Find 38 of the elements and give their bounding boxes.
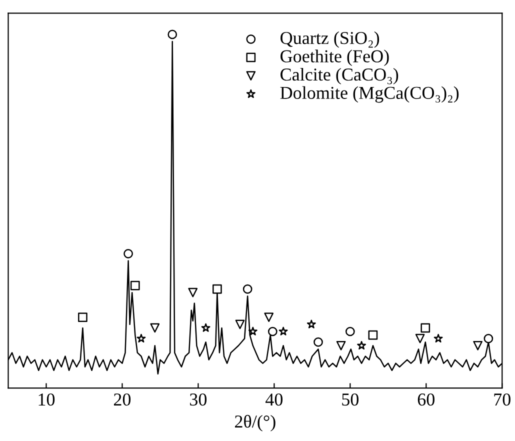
point — [357, 340, 366, 350]
point — [434, 334, 443, 342]
x-tick-label: 30 — [190, 393, 207, 406]
x-tick-label: 40 — [266, 393, 283, 406]
x-tick-label: 10 — [38, 393, 55, 406]
legend-label: Calcite (CaCO₃) — [280, 68, 398, 84]
point — [306, 320, 316, 328]
point — [124, 249, 133, 258]
x-tick-label: 60 — [418, 393, 434, 406]
point — [336, 340, 346, 350]
point — [78, 312, 88, 322]
point — [345, 326, 355, 336]
point — [268, 326, 278, 336]
point — [278, 326, 288, 336]
point — [130, 280, 140, 290]
legend-label: Dolomite (MgCa(CO₃)₂) — [280, 86, 459, 103]
point — [415, 334, 425, 344]
x-tick-label: 50 — [342, 393, 358, 406]
x-axis-title: 2θ/(°) — [235, 414, 276, 432]
x-tick-label: 70 — [494, 393, 510, 406]
point — [484, 334, 494, 344]
point — [188, 288, 198, 298]
point — [201, 323, 210, 332]
point — [473, 340, 482, 350]
point — [314, 337, 323, 347]
point — [136, 334, 146, 342]
point — [264, 312, 274, 322]
legend-label: Quartz (SiO₂) — [280, 31, 380, 48]
point — [248, 326, 258, 336]
point — [150, 323, 160, 333]
point — [235, 320, 245, 330]
point — [242, 284, 252, 294]
point — [368, 330, 378, 340]
point — [168, 30, 178, 40]
point — [420, 323, 430, 333]
legend-label: Goethite (FeO) — [280, 50, 389, 66]
point — [212, 284, 222, 294]
x-tick-label: 20 — [114, 393, 131, 406]
